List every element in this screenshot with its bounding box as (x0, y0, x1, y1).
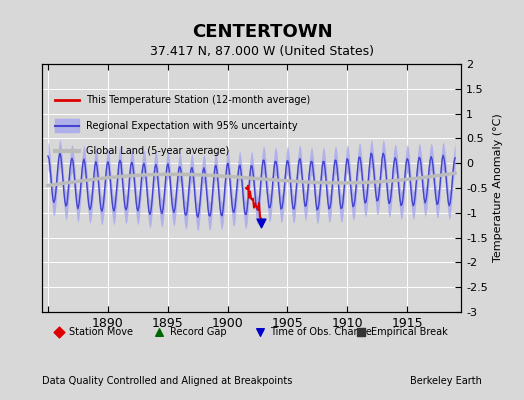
Text: Record Gap: Record Gap (170, 327, 226, 337)
Text: Station Move: Station Move (69, 327, 133, 337)
Text: This Temperature Station (12-month average): This Temperature Station (12-month avera… (86, 95, 311, 105)
Text: Regional Expectation with 95% uncertainty: Regional Expectation with 95% uncertaint… (86, 121, 298, 130)
Text: Data Quality Controlled and Aligned at Breakpoints: Data Quality Controlled and Aligned at B… (42, 376, 292, 386)
Text: Global Land (5-year average): Global Land (5-year average) (86, 146, 230, 156)
Text: Empirical Break: Empirical Break (371, 327, 447, 337)
Point (155, 329, 163, 335)
Text: Time of Obs. Change: Time of Obs. Change (270, 327, 372, 337)
Y-axis label: Temperature Anomaly (°C): Temperature Anomaly (°C) (493, 114, 503, 262)
Text: 37.417 N, 87.000 W (United States): 37.417 N, 87.000 W (United States) (150, 46, 374, 58)
Point (257, 220, 265, 226)
Point (256, 329, 264, 335)
Point (54, 329, 63, 335)
Text: Berkeley Earth: Berkeley Earth (410, 376, 482, 386)
Text: CENTERTOWN: CENTERTOWN (192, 23, 332, 41)
Point (356, 329, 365, 335)
